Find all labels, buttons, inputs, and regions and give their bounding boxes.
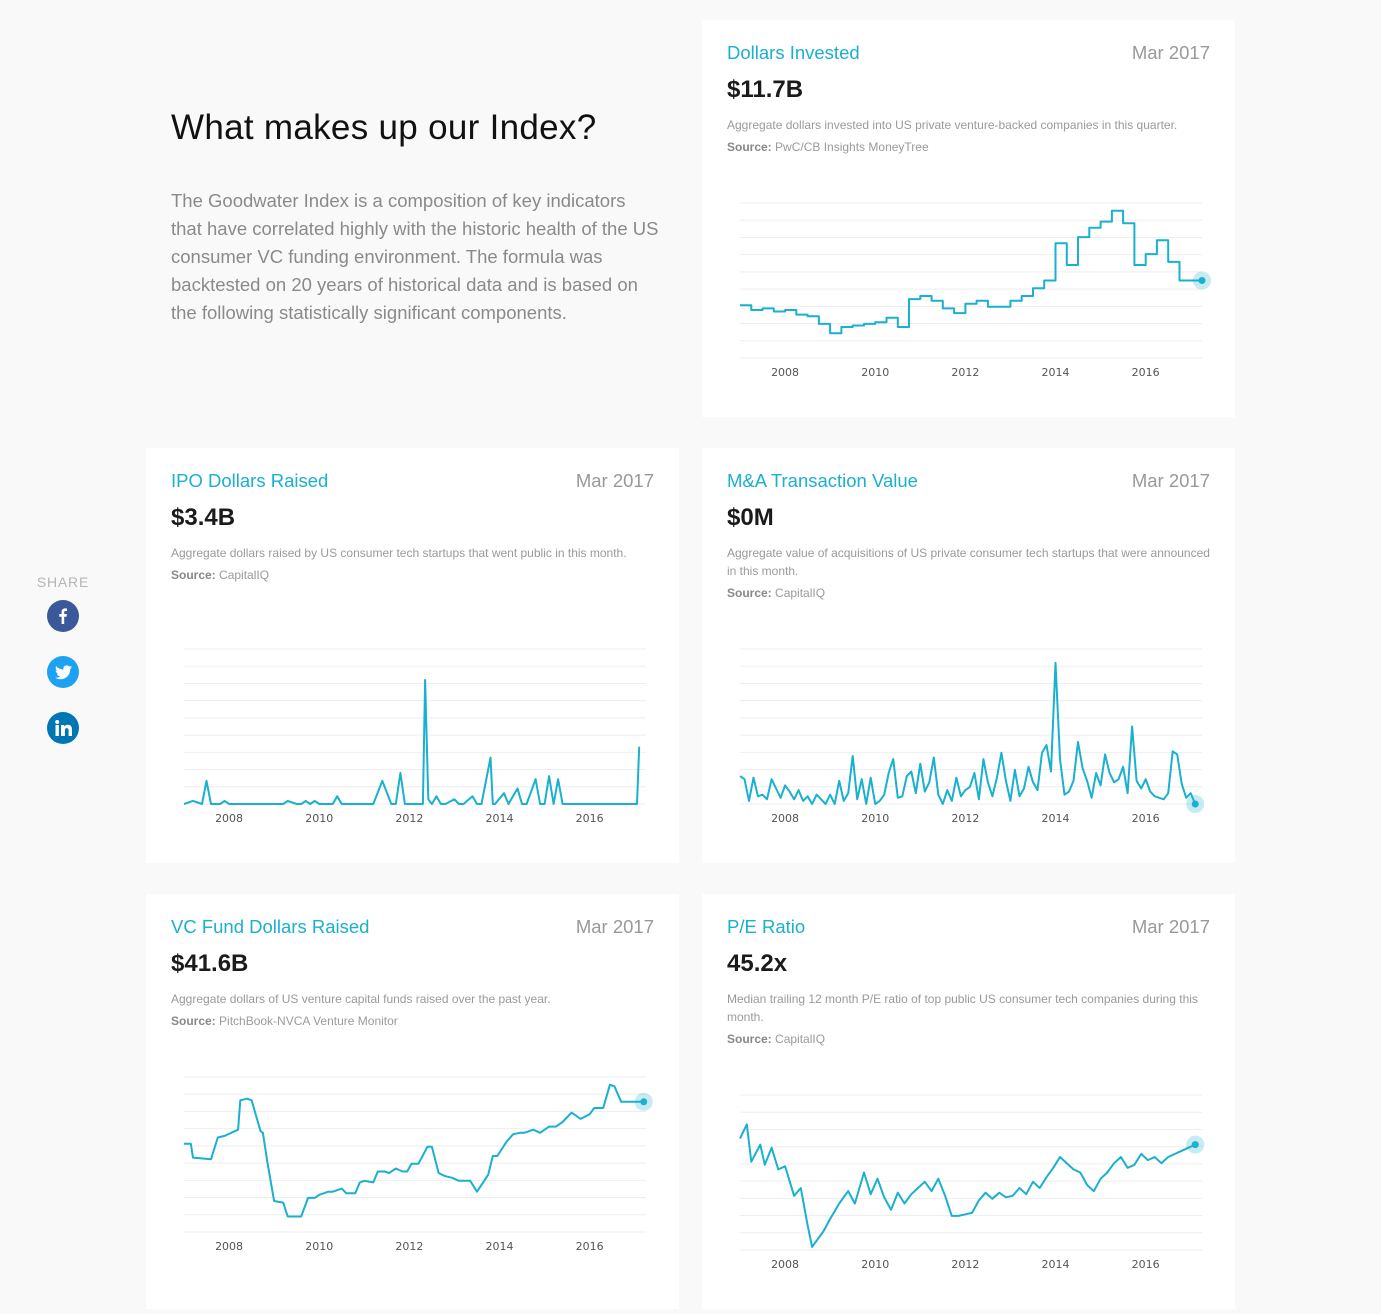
intro-paragraph: The Goodwater Index is a composition of …: [171, 187, 661, 327]
x-tick-label: 2014: [1042, 1258, 1070, 1271]
source-label: Source:: [171, 568, 216, 582]
chart: 2008 2010 2012 2014 2016: [702, 198, 1235, 413]
card-source: Source: PwC/CB Insights MoneyTree: [727, 138, 1210, 156]
twitter-icon: [55, 665, 72, 680]
card-title: P/E Ratio: [727, 916, 805, 937]
series-line: [184, 1085, 644, 1217]
x-tick-label: 2014: [486, 812, 514, 825]
source-name: PwC/CB Insights MoneyTree: [775, 140, 929, 154]
dollars-invested-card: Dollars Invested Mar 2017 $11.7B Aggrega…: [702, 20, 1235, 417]
linkedin-icon: [55, 720, 72, 736]
card-title: IPO Dollars Raised: [171, 470, 328, 491]
card-date: Mar 2017: [576, 914, 654, 940]
x-tick-label: 2012: [951, 366, 979, 379]
vc-fund-chart: 2008 2010 2012 2014 2016: [146, 1072, 679, 1282]
x-tick-label: 2008: [215, 1240, 243, 1253]
x-tick-label: 2008: [771, 1258, 799, 1271]
card-value: $41.6B: [171, 950, 654, 978]
vc-fund-card: VC Fund Dollars Raised Mar 2017 $41.6B A…: [146, 894, 679, 1309]
card-value: 45.2x: [727, 950, 1210, 978]
card-date: Mar 2017: [1132, 468, 1210, 494]
x-tick-label: 2012: [395, 1240, 423, 1253]
linkedin-share-button[interactable]: [47, 712, 79, 744]
card-date: Mar 2017: [1132, 914, 1210, 940]
series-line: [740, 663, 1195, 804]
x-tick-label: 2012: [951, 812, 979, 825]
x-tick-label: 2010: [305, 812, 333, 825]
series-line: [740, 1124, 1195, 1247]
card-title: VC Fund Dollars Raised: [171, 916, 369, 937]
card-description: Aggregate dollars of US venture capital …: [171, 990, 654, 1008]
x-tick-label: 2012: [951, 1258, 979, 1271]
x-tick-label: 2008: [771, 366, 799, 379]
x-tick-label: 2010: [861, 366, 889, 379]
x-tick-label: 2008: [771, 812, 799, 825]
card-value: $0M: [727, 504, 1210, 532]
source-label: Source:: [727, 586, 772, 600]
x-tick-label: 2010: [861, 1258, 889, 1271]
card-title: M&A Transaction Value: [727, 470, 918, 491]
dollars-invested-chart: 2008 2010 2012 2014 2016: [702, 198, 1235, 408]
card-source: Source: CapitalIQ: [171, 566, 654, 584]
card-date: Mar 2017: [1132, 40, 1210, 66]
card-description: Median trailing 12 month P/E ratio of to…: [727, 990, 1210, 1026]
card-source: Source: CapitalIQ: [727, 1030, 1210, 1048]
x-tick-label: 2016: [576, 812, 604, 825]
source-name: CapitalIQ: [775, 586, 825, 600]
latest-point[interactable]: [1199, 277, 1206, 284]
source-name: CapitalIQ: [219, 568, 269, 582]
x-tick-label: 2016: [1132, 366, 1160, 379]
source-label: Source:: [171, 1014, 216, 1028]
chart: 2008 2010 2012 2014 2016: [146, 644, 679, 859]
series-line: [184, 680, 639, 804]
card-description: Aggregate dollars invested into US priva…: [727, 116, 1210, 134]
chart: 2008 2010 2012 2014 2016: [702, 1090, 1235, 1305]
latest-point[interactable]: [640, 1098, 647, 1105]
ipo-dollars-chart: 2008 2010 2012 2014 2016: [146, 644, 679, 854]
pe-ratio-chart: 2008 2010 2012 2014 2016: [702, 1090, 1235, 1300]
source-name: PitchBook-NVCA Venture Monitor: [219, 1014, 398, 1028]
card-source: Source: PitchBook-NVCA Venture Monitor: [171, 1012, 654, 1030]
pe-ratio-card: P/E Ratio Mar 2017 45.2x Median trailing…: [702, 894, 1235, 1309]
facebook-icon: [55, 608, 71, 624]
source-label: Source:: [727, 1032, 772, 1046]
x-tick-label: 2014: [486, 1240, 514, 1253]
ma-transaction-card: M&A Transaction Value Mar 2017 $0M Aggre…: [702, 448, 1235, 863]
card-value: $3.4B: [171, 504, 654, 532]
ma-transaction-chart: 2008 2010 2012 2014 2016: [702, 644, 1235, 854]
chart: 2008 2010 2012 2014 2016: [702, 644, 1235, 859]
share-label: SHARE: [30, 574, 96, 590]
page-title: What makes up our Index?: [171, 108, 671, 148]
ipo-dollars-card: IPO Dollars Raised Mar 2017 $3.4B Aggreg…: [146, 448, 679, 863]
twitter-share-button[interactable]: [47, 656, 79, 688]
x-tick-label: 2016: [1132, 812, 1160, 825]
latest-point[interactable]: [1192, 801, 1199, 808]
x-tick-label: 2016: [1132, 1258, 1160, 1271]
chart: 2008 2010 2012 2014 2016: [146, 1072, 679, 1287]
share-bar: SHARE: [30, 574, 96, 768]
card-description: Aggregate value of acquisitions of US pr…: [727, 544, 1210, 580]
x-tick-label: 2010: [861, 812, 889, 825]
latest-point[interactable]: [1192, 1141, 1199, 1148]
intro-section: What makes up our Index? The Goodwater I…: [171, 108, 671, 327]
source-label: Source:: [727, 140, 772, 154]
card-title: Dollars Invested: [727, 42, 860, 63]
x-tick-label: 2010: [305, 1240, 333, 1253]
card-date: Mar 2017: [576, 468, 654, 494]
x-tick-label: 2008: [215, 812, 243, 825]
x-tick-label: 2014: [1042, 366, 1070, 379]
x-tick-label: 2012: [395, 812, 423, 825]
facebook-share-button[interactable]: [47, 600, 79, 632]
source-name: CapitalIQ: [775, 1032, 825, 1046]
card-description: Aggregate dollars raised by US consumer …: [171, 544, 654, 562]
x-tick-label: 2014: [1042, 812, 1070, 825]
x-tick-label: 2016: [576, 1240, 604, 1253]
card-value: $11.7B: [727, 76, 1210, 104]
card-source: Source: CapitalIQ: [727, 584, 1210, 602]
